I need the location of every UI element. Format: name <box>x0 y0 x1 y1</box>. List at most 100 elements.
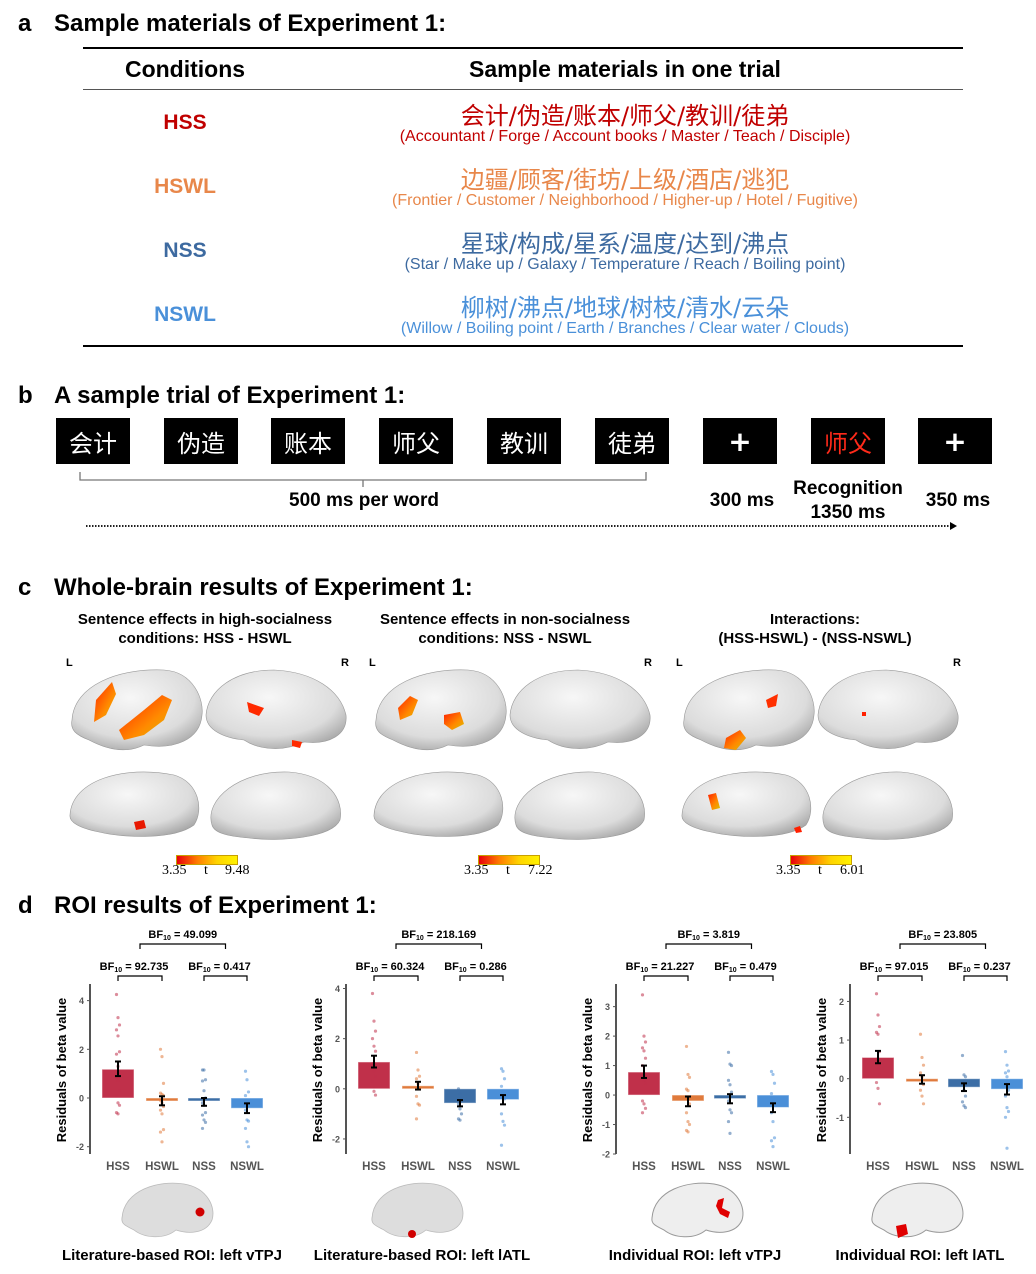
x-tick-label: HSWL <box>145 1161 179 1173</box>
colorbar <box>176 855 238 865</box>
data-point <box>876 1013 880 1017</box>
data-point <box>920 1055 924 1060</box>
data-point <box>876 1032 880 1036</box>
bf-label-interaction: BF10 = 218.169 <box>401 929 476 942</box>
data-point <box>771 1096 775 1100</box>
roi-brain-individual-vtpj <box>651 1182 744 1238</box>
data-point <box>728 1108 732 1112</box>
x-tick-label: HSWL <box>401 1161 435 1173</box>
data-point <box>642 1102 646 1106</box>
data-point <box>458 1107 462 1111</box>
bf-bracket-interaction <box>139 943 227 949</box>
condition-label: HSS <box>163 111 207 134</box>
data-point <box>772 1136 777 1140</box>
data-point <box>642 1034 646 1038</box>
data-point <box>726 1078 731 1082</box>
right-lateral-brain <box>817 669 959 749</box>
data-point <box>116 1016 120 1020</box>
left-medial-brain <box>69 771 200 837</box>
data-point <box>729 1111 734 1115</box>
data-point <box>921 1102 926 1106</box>
data-point <box>1003 1115 1008 1119</box>
condition-label: NSWL <box>154 303 216 326</box>
data-point <box>963 1106 968 1110</box>
data-point <box>686 1119 690 1124</box>
data-point <box>158 1130 163 1134</box>
colorbar <box>790 855 852 865</box>
data-point <box>643 1081 648 1085</box>
bf-label-nss-nswl: BF10 = 0.417 <box>188 961 251 974</box>
bf-label-nss-nswl: BF10 = 0.237 <box>948 961 1011 974</box>
data-point <box>502 1077 507 1081</box>
data-point <box>373 1049 378 1053</box>
activation-cluster <box>398 696 418 720</box>
data-point <box>246 1119 251 1123</box>
data-point <box>963 1094 968 1098</box>
condition-label: NSS <box>163 239 207 262</box>
data-point <box>458 1118 462 1122</box>
data-point <box>1006 1109 1011 1114</box>
data-point <box>642 1049 646 1053</box>
data-point <box>414 1117 419 1121</box>
data-point <box>877 1102 882 1106</box>
roi-caption-4: Individual ROI: left lATL <box>835 1247 1005 1264</box>
map-subtitle-line2: conditions: HSS - HSWL <box>118 630 292 647</box>
colorbar-min: 3.35 <box>464 863 489 878</box>
data-point <box>161 1128 166 1132</box>
colorbar-min: 3.35 <box>776 863 801 878</box>
data-point <box>640 1046 645 1050</box>
data-point <box>117 1103 122 1107</box>
data-point <box>643 1106 648 1110</box>
data-point <box>499 1084 504 1088</box>
header-materials: Sample materials in one trial <box>469 56 781 82</box>
data-point <box>876 1086 880 1090</box>
data-point <box>877 1073 882 1077</box>
trial-frame-word-3: 账本 <box>271 418 345 464</box>
colorbar-min: 3.35 <box>162 863 187 878</box>
x-tick-label: NSS <box>448 1161 472 1173</box>
roi-brain-literature-vtpj <box>121 1182 214 1238</box>
data-point <box>246 1145 251 1149</box>
data-point <box>643 1056 648 1060</box>
panel-b-title-text: A sample trial of Experiment 1: <box>54 382 406 409</box>
y-tick-label: 2 <box>79 1045 84 1055</box>
left-hemisphere-label: L <box>676 657 683 669</box>
data-point <box>373 1074 378 1078</box>
right-medial-brain <box>822 771 953 840</box>
trial-frame-word-4: 师父 <box>379 418 453 464</box>
fixation2-duration: 350 ms <box>925 490 991 511</box>
data-point <box>114 1093 119 1098</box>
table-header-rule <box>83 89 963 90</box>
data-point <box>117 1023 122 1027</box>
data-point <box>684 1044 689 1049</box>
bf-bracket-nss-nswl <box>459 975 504 981</box>
brain-surfaces <box>373 669 651 840</box>
bf-bracket-interaction <box>395 943 483 949</box>
data-point <box>729 1090 734 1094</box>
data-point <box>502 1123 507 1127</box>
roi-caption-1: Literature-based ROI: left vTPJ <box>61 1247 283 1264</box>
data-point <box>114 992 119 997</box>
data-point <box>877 1024 882 1029</box>
trial-frame-word-2: 伪造 <box>164 418 238 464</box>
data-point <box>417 1074 422 1078</box>
panel-a-title: a Sample materials of Experiment 1: <box>18 10 446 38</box>
y-tick-label: 2 <box>605 1032 610 1042</box>
panel-d-title-text: ROI results of Experiment 1: <box>54 892 377 919</box>
data-point <box>372 1019 376 1023</box>
bf-bracket-hss-hswl <box>373 975 419 981</box>
bf-bracket-hss-hswl <box>117 975 163 981</box>
data-point <box>372 1089 376 1093</box>
table-top-rule <box>83 47 963 49</box>
left-hemisphere-label: L <box>66 657 73 669</box>
data-point <box>160 1140 164 1144</box>
x-tick-label: HSS <box>362 1161 386 1173</box>
y-tick-label: 4 <box>79 996 84 1006</box>
english-translation: (Star / Make up / Galaxy / Temperature /… <box>404 256 846 273</box>
trial-frame-word-6: 徒弟 <box>595 418 669 464</box>
panel-b-letter: b <box>18 382 33 409</box>
data-point <box>918 1071 923 1075</box>
data-point <box>200 1079 205 1083</box>
data-point <box>459 1112 464 1116</box>
roi-cluster-marker <box>896 1224 908 1238</box>
